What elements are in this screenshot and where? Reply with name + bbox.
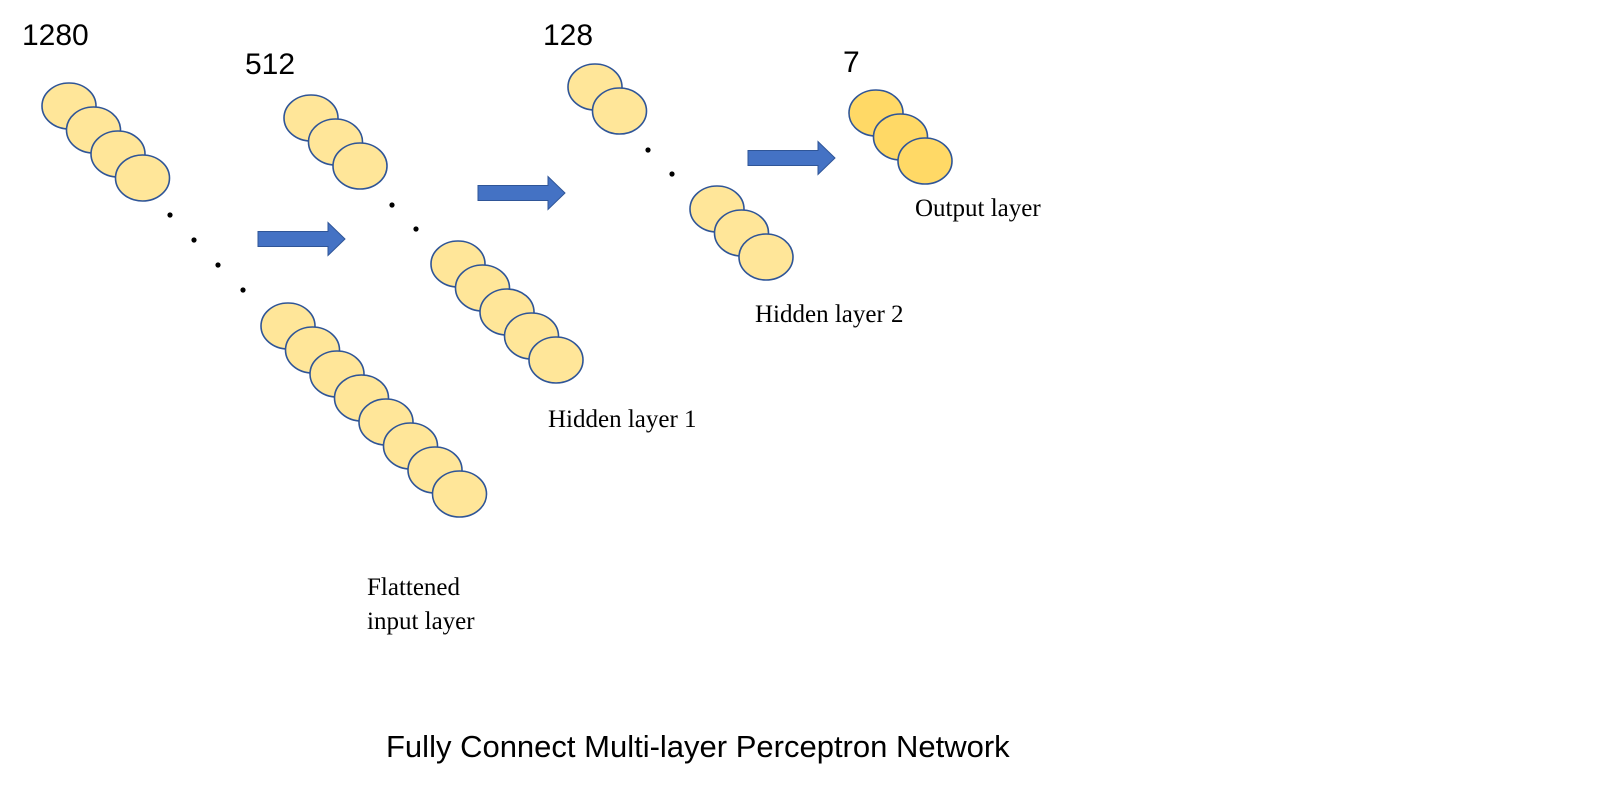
arrow-hidden-2-to-output	[747, 140, 836, 176]
hidden-layer-1-label: Hidden layer 1	[548, 406, 697, 433]
arrow-hidden-1-to-hidden-2	[477, 175, 566, 211]
ellipsis-dot	[167, 212, 173, 218]
hidden-layer-2-label: Hidden layer 2	[755, 301, 904, 328]
hidden-layer-1-neuron	[528, 336, 584, 384]
hidden-layer-1-neuron	[332, 142, 388, 190]
output-layer-neuron	[897, 137, 953, 185]
ellipsis-dot	[215, 262, 221, 268]
output-layer-neurons	[848, 89, 953, 185]
input-layer-label-line-2: input layer	[367, 608, 475, 635]
output-layer-count: 7	[843, 46, 860, 79]
hidden-layer-2-neurons	[567, 63, 794, 281]
ellipsis-dot	[389, 202, 395, 208]
ellipsis-dot	[240, 287, 246, 293]
hidden-layer-2-count: 128	[543, 19, 593, 52]
input-layer-neuron	[114, 154, 171, 202]
ellipsis-dot	[669, 171, 675, 177]
input-layer-label-line-1: Flattened	[367, 574, 461, 601]
output-layer-label: Output layer	[915, 195, 1041, 222]
hidden-layer-1-count: 512	[245, 48, 295, 81]
input-layer-neuron	[431, 470, 488, 518]
input-layer-count: 1280	[22, 19, 89, 52]
flow-arrows	[257, 140, 836, 257]
hidden-layer-2-neuron	[591, 87, 648, 135]
ellipsis-dot	[191, 237, 197, 243]
diagram-title: Fully Connect Multi-layer Perceptron Net…	[386, 729, 1010, 764]
hidden-layer-2-neuron	[738, 233, 794, 281]
ellipsis-dots	[167, 147, 675, 293]
arrow-input-to-hidden-1	[257, 221, 346, 257]
ellipsis-dot	[645, 147, 651, 153]
input-layer-neurons	[41, 82, 488, 518]
hidden-layer-1-neurons	[283, 94, 584, 384]
ellipsis-dot	[413, 226, 419, 232]
